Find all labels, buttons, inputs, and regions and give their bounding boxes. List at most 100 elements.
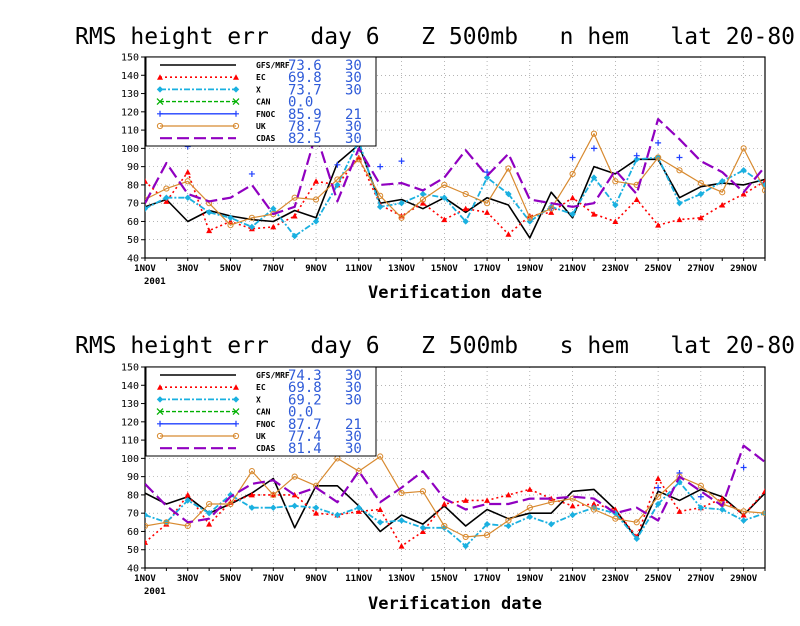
- x-tick-label: 1NOV: [134, 574, 156, 584]
- plot-frame: [144, 56, 766, 259]
- legend-label-x: X: [256, 395, 261, 404]
- series-point-uk: [612, 515, 619, 522]
- series-point-uk: [419, 488, 427, 495]
- series-point-ec: [569, 194, 576, 201]
- y-tick-label: 80: [127, 490, 139, 501]
- series-point-uk: [377, 192, 384, 199]
- series-point-ec: [377, 506, 384, 513]
- x-axis-label: Verification date: [368, 283, 542, 303]
- legend-marker-fnoc: [233, 420, 239, 427]
- x-tick-label: 29NOV: [730, 574, 758, 584]
- series-point-x: [526, 218, 534, 225]
- legend-value-can: 0.0: [288, 405, 313, 421]
- series-point-x: [355, 504, 362, 511]
- legend-label-fnoc: FNOC: [256, 110, 275, 119]
- series-point-x: [270, 504, 277, 511]
- series-line-uk: [145, 455, 765, 538]
- series-point-x: [697, 504, 705, 511]
- series-point-uk: [761, 510, 765, 517]
- series-point-ec: [633, 196, 640, 203]
- series-point-ec: [206, 227, 213, 234]
- series-point-ec: [355, 154, 362, 160]
- series-point-fnoc: [655, 139, 662, 146]
- series-point-ec: [505, 231, 512, 237]
- series-point-x: [398, 517, 405, 524]
- series-point-ec: [505, 491, 512, 498]
- series-point-ec: [441, 216, 448, 223]
- y-tick-label: 60: [127, 527, 139, 538]
- series-point-x: [248, 223, 256, 231]
- series-point-ec: [145, 539, 148, 545]
- y-tick-label: 120: [121, 107, 139, 118]
- series-point-uk: [145, 522, 149, 530]
- series-point-fnoc: [655, 484, 662, 491]
- series-point-x: [441, 524, 448, 531]
- series-point-ec: [184, 169, 191, 175]
- legend-count-cdas: 30: [345, 441, 362, 457]
- legend-marker-ec: [157, 384, 163, 390]
- chart-title: RMS height err day 6 Z 500mb s hem lat 2…: [75, 333, 795, 359]
- x-tick-label: 9NOV: [305, 574, 327, 584]
- y-tick-label: 40: [127, 254, 139, 265]
- series-point-x: [633, 156, 640, 163]
- legend-marker-ec: [157, 74, 163, 80]
- series-point-x: [505, 190, 512, 198]
- series-point-uk: [248, 468, 255, 475]
- plot-frame: [144, 366, 766, 569]
- x-tick-label: 15NOV: [431, 574, 459, 584]
- legend-label-cdas: CDAS: [256, 444, 275, 453]
- y-axis: 40 50 60 70 80 90 100 110 120 130 140 150: [121, 53, 145, 265]
- series-point-ec: [248, 491, 255, 498]
- legend-marker-uk: [232, 122, 240, 130]
- series-point-uk: [312, 196, 320, 203]
- chart-south-hemisphere: RMS height err day 6 Z 500mb s hem lat 2…: [75, 333, 795, 614]
- series-point-uk: [227, 500, 234, 508]
- series-line-cdas: [145, 118, 765, 216]
- y-tick-label: 70: [127, 509, 139, 520]
- y-tick-label: 130: [121, 89, 139, 100]
- y-axis: 40 50 60 70 80 90 100 110 120 130 140 150: [121, 363, 145, 575]
- series-point-ec: [655, 222, 662, 228]
- legend-marker-can: [156, 98, 164, 106]
- series-point-x: [205, 209, 213, 216]
- x-tick-label: 7NOV: [262, 264, 284, 274]
- series-point-ec: [676, 508, 683, 514]
- series-point-x: [462, 218, 469, 225]
- x-tick-label: 23NOV: [602, 574, 630, 584]
- x-tick-label: 13NOV: [388, 264, 416, 274]
- series-point-x: [633, 535, 640, 542]
- year-label: 2001: [144, 277, 166, 287]
- series-point-fnoc: [697, 493, 704, 500]
- legend-marker-fnoc: [157, 420, 163, 427]
- series-point-x: [441, 194, 448, 201]
- series-point-x: [145, 205, 149, 212]
- series-point-x: [334, 511, 341, 519]
- series-point-fnoc: [398, 158, 405, 165]
- legend-marker-x: [156, 396, 164, 403]
- series-point-ec: [719, 495, 726, 502]
- x-axis: 1NOV 3NOV 5NOV 7NOV 9NOV 11NOV 13NOV 15NOV 17NOV…: [134, 568, 766, 584]
- legend-marker-x: [156, 86, 164, 93]
- series-point-uk: [163, 519, 170, 526]
- series-point-ec: [740, 191, 747, 197]
- series-point-x: [334, 181, 341, 189]
- series-point-x: [376, 519, 384, 526]
- x-tick-label: 3NOV: [177, 574, 199, 584]
- legend-marker-uk: [156, 432, 164, 440]
- legend-value-ec: 69.8: [288, 380, 322, 396]
- y-tick-label: 120: [121, 417, 139, 428]
- legend-value-can: 0.0: [288, 95, 313, 111]
- series-point-uk: [270, 491, 277, 499]
- series-point-x: [483, 520, 491, 528]
- series-point-x: [590, 504, 598, 511]
- series-point-uk: [398, 489, 405, 497]
- series-point-ec: [590, 501, 597, 507]
- series-point-uk: [761, 187, 765, 194]
- series-point-x: [227, 491, 234, 499]
- series-point-uk: [569, 495, 576, 502]
- x-tick-label: 17NOV: [474, 264, 502, 274]
- series-point-x: [590, 174, 598, 181]
- series-point-uk: [291, 473, 298, 480]
- legend-marker-ec: [233, 384, 239, 390]
